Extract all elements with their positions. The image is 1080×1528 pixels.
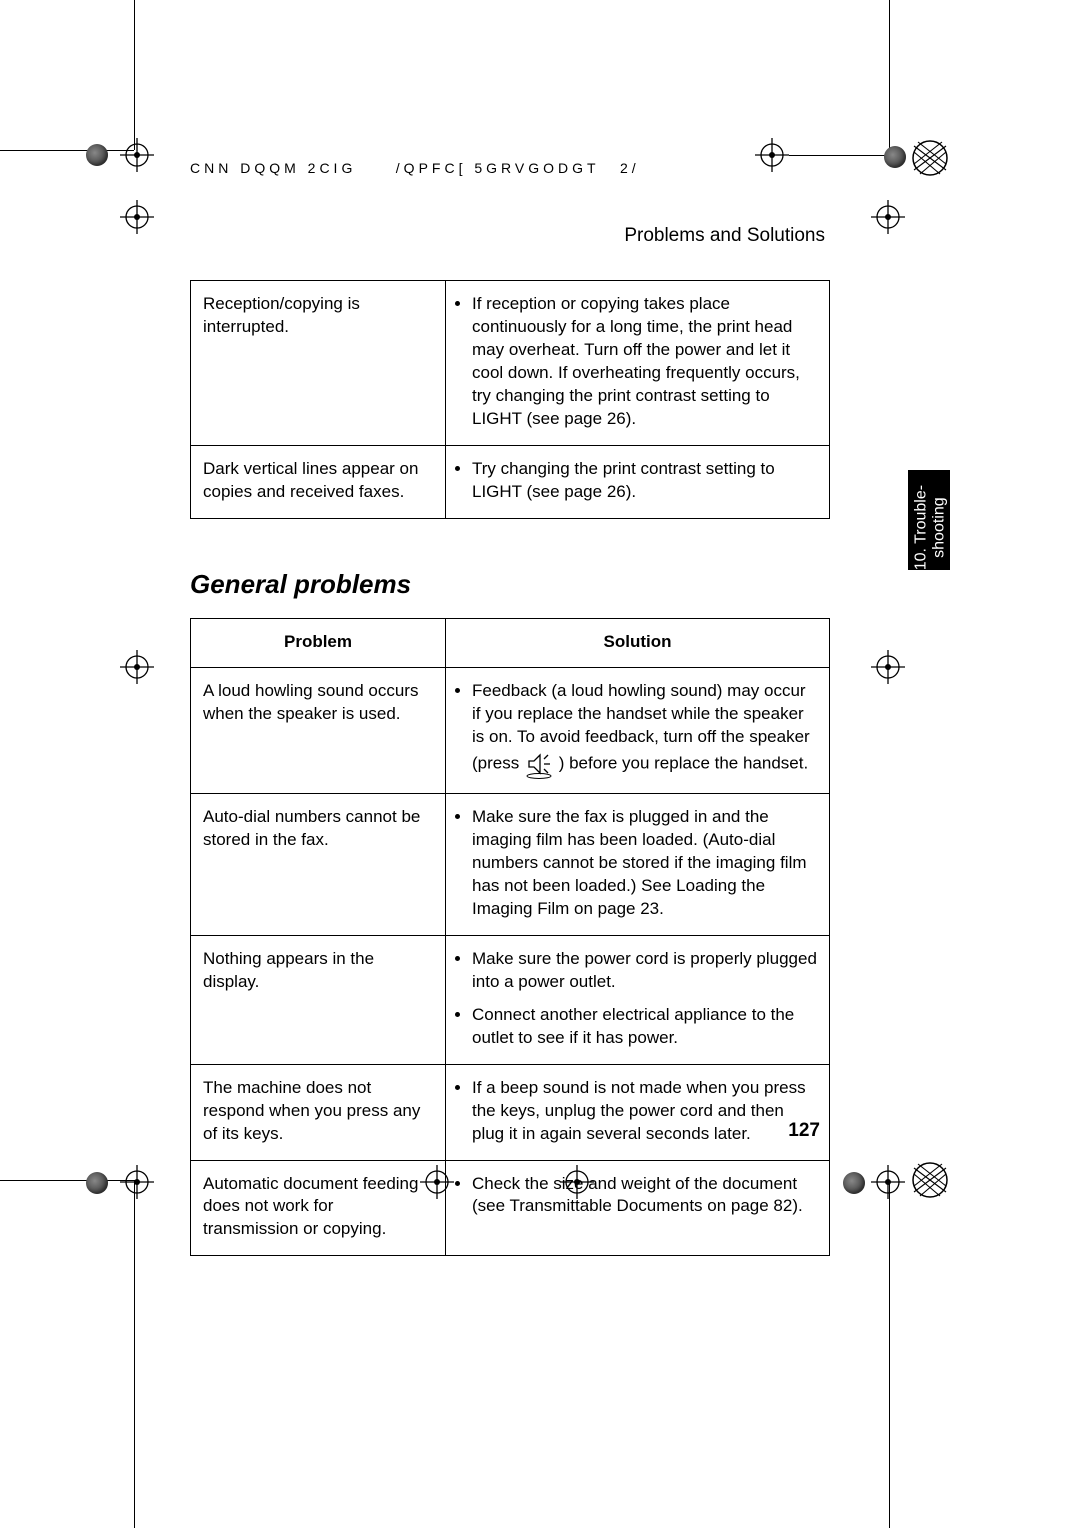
solution-cell: Make sure the fax is plugged in and the … (446, 794, 830, 936)
registration-mark (120, 138, 154, 172)
solution-cell: Check the size and weight of the documen… (446, 1160, 830, 1256)
table-row: Automatic document feeding does not work… (191, 1160, 830, 1256)
crop-line (789, 155, 894, 156)
header-code-mid: /QPFC[ 5GRVGODGT (396, 160, 600, 176)
section-heading: General problems (190, 569, 830, 600)
chapter-tab: 10. Trouble- shooting (908, 470, 950, 570)
problem-cell: Automatic document feeding does not work… (191, 1160, 446, 1256)
troubleshoot-table-1: Reception/copying is interrupted. If rec… (190, 280, 830, 519)
content-area: Reception/copying is interrupted. If rec… (190, 280, 830, 1256)
registration-mark (120, 650, 154, 684)
solution-item: Feedback (a loud howling sound) may occu… (472, 680, 817, 779)
section-label: Problems and Solutions (624, 225, 825, 247)
solution-text-post: ) before you replace the handset. (559, 754, 809, 773)
table-row: Dark vertical lines appear on copies and… (191, 445, 830, 518)
registration-mark (755, 138, 789, 172)
problem-cell: Dark vertical lines appear on copies and… (191, 445, 446, 518)
tab-line2: shooting (930, 497, 947, 558)
solution-cell: Make sure the power cord is properly plu… (446, 935, 830, 1064)
table-row: Auto-dial numbers cannot be stored in th… (191, 794, 830, 936)
table-header-row: Problem Solution (191, 618, 830, 668)
manual-page: CNN DQQM 2CIG /QPFC[ 5GRVGODGT 2/ Proble… (0, 0, 1080, 1528)
problem-cell: Reception/copying is interrupted. (191, 281, 446, 446)
registration-mark (120, 1165, 154, 1199)
solution-item: Make sure the power cord is properly plu… (472, 948, 817, 994)
col-header-solution: Solution (446, 618, 830, 668)
col-header-problem: Problem (191, 618, 446, 668)
dot-mark (884, 146, 906, 168)
table-row: The machine does not respond when you pr… (191, 1064, 830, 1160)
crop-line (0, 150, 134, 151)
registration-mark (120, 200, 154, 234)
registration-mark (871, 650, 905, 684)
solution-item: If reception or copying takes place cont… (472, 293, 817, 431)
problem-cell: Nothing appears in the display. (191, 935, 446, 1064)
header-code-left: CNN DQQM 2CIG (190, 160, 356, 176)
dot-mark (843, 1172, 865, 1194)
crop-line (0, 1180, 134, 1181)
registration-mark (871, 200, 905, 234)
dot-mark (86, 1172, 108, 1194)
crosshatch-mark (910, 1160, 950, 1200)
registration-mark (871, 1165, 905, 1199)
table-row: Reception/copying is interrupted. If rec… (191, 281, 830, 446)
problem-cell: The machine does not respond when you pr… (191, 1064, 446, 1160)
header-code-right: 2/ (620, 160, 640, 176)
solution-cell: If reception or copying takes place cont… (446, 281, 830, 446)
tab-line1: 10. Trouble- (912, 485, 929, 570)
solution-item: Connect another electrical appliance to … (472, 1004, 817, 1050)
crop-line (889, 1180, 890, 1528)
table-row: Nothing appears in the display. Make sur… (191, 935, 830, 1064)
solution-cell: Try changing the print contrast setting … (446, 445, 830, 518)
problem-cell: Auto-dial numbers cannot be stored in th… (191, 794, 446, 936)
solution-item: Check the size and weight of the documen… (472, 1173, 817, 1219)
solution-item: If a beep sound is not made when you pre… (472, 1077, 817, 1146)
crop-line (134, 1180, 135, 1528)
page-number: 127 (788, 1120, 820, 1142)
solution-cell: If a beep sound is not made when you pre… (446, 1064, 830, 1160)
solution-item: Make sure the fax is plugged in and the … (472, 806, 817, 921)
problem-cell: A loud howling sound occurs when the spe… (191, 668, 446, 794)
crosshatch-mark (910, 138, 950, 178)
speaker-key-icon (524, 749, 554, 779)
solution-cell: Feedback (a loud howling sound) may occu… (446, 668, 830, 794)
crop-line (134, 0, 135, 150)
solution-item: Try changing the print contrast setting … (472, 458, 817, 504)
troubleshoot-table-2: Problem Solution A loud howling sound oc… (190, 618, 830, 1257)
dot-mark (86, 144, 108, 166)
header-code: CNN DQQM 2CIG /QPFC[ 5GRVGODGT (190, 160, 600, 176)
table-row: A loud howling sound occurs when the spe… (191, 668, 830, 794)
crop-line (889, 0, 890, 150)
